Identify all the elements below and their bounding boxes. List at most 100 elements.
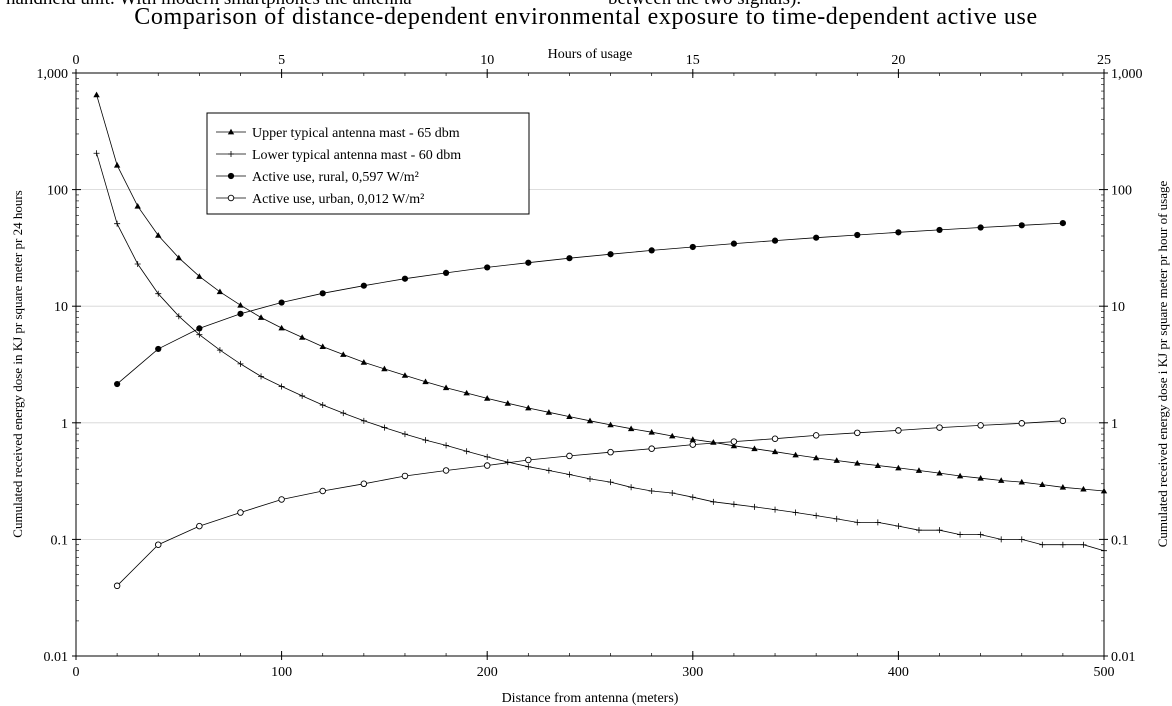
- data-point: [751, 503, 758, 510]
- data-point: [134, 261, 141, 268]
- y-tick-label: 1,000: [37, 67, 69, 82]
- y2-tick-label: 100: [1111, 184, 1132, 199]
- data-point: [114, 220, 121, 227]
- data-point: [442, 467, 450, 474]
- cropped-body-text-right: between the two signals).: [608, 0, 801, 10]
- axes-layer: 0 100 200 300 400 500 0 5 10 15 20 25 0.01 0.01 0.1 0.1…: [37, 53, 1143, 680]
- legend-label: Active use, urban, 0,012 W/m²: [252, 192, 424, 207]
- data-point: [216, 347, 223, 354]
- plot-frame: [75, 72, 1105, 657]
- data-point: [175, 313, 182, 320]
- data-point: [401, 431, 408, 438]
- x-tick-label: 100: [271, 665, 292, 680]
- data-point: [93, 150, 100, 157]
- data-point: [175, 254, 182, 261]
- data-point: [751, 445, 758, 452]
- data-point: [915, 467, 923, 473]
- data-point: [422, 437, 429, 444]
- data-point: [833, 457, 840, 463]
- data-point: [854, 429, 861, 437]
- data-point: [792, 451, 799, 458]
- data-point: [258, 373, 265, 380]
- data-point: [360, 359, 368, 365]
- x-tick-label: 400: [888, 665, 909, 680]
- data-point: [689, 436, 696, 442]
- data-point: [545, 409, 553, 415]
- legend-label: Upper typical antenna mast - 65 dbm: [252, 126, 460, 141]
- data-point: [627, 425, 635, 432]
- data-point: [442, 269, 450, 277]
- legend-box: [206, 112, 530, 215]
- data-point: [915, 527, 922, 534]
- data-point: [710, 498, 717, 505]
- data-point: [114, 380, 121, 388]
- y-tick-label: 0.1: [51, 533, 69, 548]
- y-tick-label: 10: [54, 300, 68, 315]
- data-point: [854, 519, 861, 526]
- data-point: [227, 128, 235, 135]
- data-point: [504, 400, 511, 406]
- y2-tick-label: 1: [1111, 417, 1118, 432]
- data-point: [113, 161, 121, 168]
- legend-entry: Upper typical antenna mast - 65 dbm: [216, 126, 460, 141]
- data-point: [227, 194, 235, 202]
- data-point: [93, 91, 100, 98]
- y2-tick-label: 1,000: [1111, 67, 1143, 82]
- data-point: [196, 331, 203, 338]
- y2-tick-label: 10: [1111, 300, 1125, 315]
- data-point: [689, 494, 696, 501]
- data-point: [401, 372, 409, 378]
- legend-entry: Lower typical antenna mast - 60 dbm: [216, 148, 461, 163]
- data-point: [319, 402, 326, 409]
- y-tick-label: 1: [61, 417, 68, 432]
- data-point: [813, 512, 820, 519]
- y2-axis-label: Cumulated received energy dose i KJ pr s…: [1155, 181, 1170, 548]
- x2-tick-label: 15: [686, 53, 700, 68]
- data-point: [566, 452, 573, 460]
- data-point: [874, 462, 882, 468]
- data-point: [998, 477, 1005, 483]
- data-point: [812, 454, 820, 461]
- data-point: [381, 424, 388, 431]
- data-point: [566, 255, 573, 262]
- data-point: [998, 536, 1005, 543]
- data-point: [772, 506, 779, 513]
- data-point: [648, 429, 655, 435]
- data-point: [422, 378, 429, 385]
- data-point: [545, 467, 552, 474]
- data-point: [227, 172, 235, 180]
- data-point: [1039, 541, 1046, 548]
- data-point: [1100, 487, 1108, 494]
- series-layer: [93, 91, 1108, 590]
- data-point: [525, 259, 532, 266]
- data-point: [977, 474, 984, 481]
- data-point: [730, 442, 738, 449]
- data-point: [525, 456, 532, 464]
- legend: Upper typical antenna mast - 65 dbm Lower…: [206, 112, 530, 215]
- data-point: [771, 237, 779, 244]
- data-point: [895, 427, 902, 434]
- data-point: [237, 301, 244, 308]
- data-point: [1018, 420, 1026, 427]
- data-point: [607, 421, 614, 428]
- data-point: [895, 464, 902, 471]
- data-point: [1101, 547, 1107, 554]
- data-point: [360, 282, 367, 289]
- data-point: [319, 487, 326, 495]
- data-point: [381, 365, 388, 372]
- data-point: [566, 413, 573, 420]
- data-point: [155, 345, 162, 353]
- data-point: [566, 471, 573, 478]
- data-point: [587, 475, 593, 482]
- data-point: [669, 432, 676, 439]
- data-point: [936, 424, 943, 431]
- data-point: [113, 582, 121, 590]
- data-point: [483, 462, 491, 469]
- data-point: [1059, 541, 1066, 548]
- y-tick-label: 100: [47, 184, 68, 199]
- x-axis-label: Distance from antenna (meters): [502, 691, 679, 706]
- legend-label: Lower typical antenna mast - 60 dbm: [252, 148, 461, 163]
- data-point: [1059, 417, 1067, 425]
- data-point: [648, 445, 655, 452]
